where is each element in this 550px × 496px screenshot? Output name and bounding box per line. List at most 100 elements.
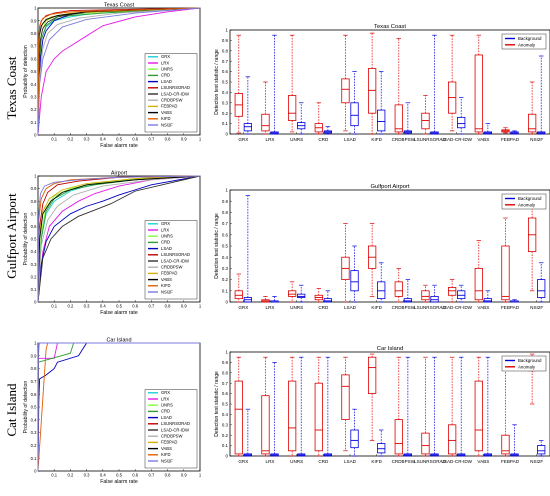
legend-label-background: Background xyxy=(518,36,542,41)
box-anomaly xyxy=(394,281,403,297)
roc-panel-4: Car Island 0 0.1 0.2 0.3 0.4 0.5 0.6 0.7 0.8 0.9 1 0… xyxy=(23,338,202,486)
x-tick-label: 0.3 xyxy=(84,137,90,142)
y-tick-label: 0.4 xyxy=(31,249,37,254)
legend-label-anomaly: Anomaly xyxy=(518,364,536,369)
box-background xyxy=(297,293,306,298)
legend-label: UNRS xyxy=(161,234,173,239)
y-tick-label: 0.2 xyxy=(31,107,37,112)
box-background xyxy=(377,281,386,300)
box-anomaly xyxy=(474,267,483,301)
x-tick-label: 0.6 xyxy=(132,473,138,478)
x-tick-label: LSAD-CR-IDW xyxy=(441,459,472,464)
box-panel-1: Texas Coast 0 0.1 0.2 0.3 0.4 0.5 0.6 0.7 0.8 0.9 1… xyxy=(214,24,550,142)
x-tick-label: 0.9 xyxy=(181,137,187,142)
y-tick-label: 0.5 xyxy=(31,69,37,74)
roc-curve-nsi2f xyxy=(37,175,201,303)
y-tick-label: 0.6 xyxy=(31,224,37,229)
legend-label: KIFD xyxy=(161,452,171,457)
y-tick-label: 1 xyxy=(34,174,37,179)
y-tick-label: 0.3 xyxy=(222,422,229,427)
y-tick-label: 0 xyxy=(34,300,37,305)
y-tick-label: 0.2 xyxy=(222,111,229,116)
x-tick-label: LSUNRSORAD xyxy=(414,305,447,310)
box-background xyxy=(377,109,386,132)
box-anomaly xyxy=(261,395,270,455)
y-tick-label: 0.9 xyxy=(222,199,229,204)
x-axis-label: False alarm rate xyxy=(100,310,138,316)
y-tick-label: 0 xyxy=(226,132,229,137)
y-tick-label: 0.8 xyxy=(31,366,37,371)
legend-label: CRDBPSW xyxy=(161,98,182,103)
x-tick-label: 0.4 xyxy=(100,137,106,142)
box-anomaly xyxy=(287,380,297,452)
x-tick-label: 0.1 xyxy=(51,473,57,478)
box-anomaly xyxy=(474,54,483,133)
y-tick-label: 1 xyxy=(34,6,37,11)
roc-curve-lrx xyxy=(37,7,201,136)
x-tick-label: LRX xyxy=(266,305,275,310)
y-tick-label: 1 xyxy=(226,350,229,355)
y-axis-label: Detection test statistic / range xyxy=(214,49,220,115)
y-tick-label: 0.7 xyxy=(31,44,37,49)
box-anomaly xyxy=(447,287,457,296)
box-background xyxy=(457,290,466,300)
x-tick-label: UNRS xyxy=(290,137,303,142)
legend-label: CRD xyxy=(161,240,170,245)
x-tick-label: LSAD-CR-IDW xyxy=(441,305,472,310)
x-tick-label: 0.9 xyxy=(181,304,187,309)
y-tick-label: 0 xyxy=(226,454,229,459)
legend-label: LSAD xyxy=(161,246,172,251)
y-tick-label: 0.1 xyxy=(31,120,37,125)
x-tick-label: 0.8 xyxy=(165,473,171,478)
legend-label: CRDBPSW xyxy=(161,434,182,439)
x-tick-label: 0.6 xyxy=(132,304,138,309)
y-tick-label: 0.4 xyxy=(222,255,229,260)
plot-frame xyxy=(229,189,550,303)
legend-label: NSI2F xyxy=(161,458,173,463)
x-tick-label: FEBPAD xyxy=(501,459,520,464)
y-tick-label: 0.6 xyxy=(222,69,229,74)
legend-label: LSUNRSORAD xyxy=(161,421,190,426)
x-tick-label: UNRS xyxy=(290,305,303,310)
y-tick-label: 1 xyxy=(226,28,229,33)
box-anomaly xyxy=(421,112,430,130)
y-tick-label: 0.1 xyxy=(31,456,37,461)
y-tick-label: 0.2 xyxy=(222,277,229,282)
legend-label: LSAD-CR-IDW xyxy=(161,427,189,432)
x-tick-label: 0.3 xyxy=(84,304,90,309)
x-tick-label: GRX xyxy=(238,459,248,464)
plot-frame xyxy=(229,29,550,135)
legend-label: LRX xyxy=(161,396,169,401)
box-anomaly xyxy=(261,113,270,132)
x-tick-label: 0.4 xyxy=(100,473,106,478)
x-axis-label: False alarm rate xyxy=(100,479,138,485)
y-tick-label: 0.9 xyxy=(222,360,229,365)
x-tick-label: KIFD xyxy=(371,137,382,142)
legend-label: LRX xyxy=(161,60,169,65)
x-tick-label: NSI2F xyxy=(530,459,543,464)
legend-label: LSAD-CR-IDW xyxy=(161,91,189,96)
legend-label-anomaly: Anomaly xyxy=(518,42,536,47)
x-tick-label: LRX xyxy=(266,137,275,142)
box-background xyxy=(377,443,386,454)
x-tick-label: GRX xyxy=(238,137,248,142)
legend-label: LRX xyxy=(161,227,169,232)
x-tick-label: 0.2 xyxy=(67,137,73,142)
x-tick-label: 1 xyxy=(199,304,202,309)
y-tick-label: 0.6 xyxy=(222,232,229,237)
x-tick-label: GRX xyxy=(238,305,248,310)
y-tick-label: 0.7 xyxy=(222,59,229,64)
box-background xyxy=(537,445,546,455)
y-tick-label: 0.7 xyxy=(31,379,37,384)
x-tick-label: LSUNRSORAD xyxy=(414,459,447,464)
legend-label: FEBPAD xyxy=(161,271,177,276)
roc-curve-kifd xyxy=(37,7,201,136)
x-tick-label: CRD xyxy=(318,137,329,142)
roc-curve-crd xyxy=(37,7,201,136)
roc-curve-nsi2f xyxy=(37,7,201,136)
x-tick-label: 1 xyxy=(199,137,202,142)
box-anomaly xyxy=(341,78,350,104)
box-anomaly xyxy=(234,380,243,455)
